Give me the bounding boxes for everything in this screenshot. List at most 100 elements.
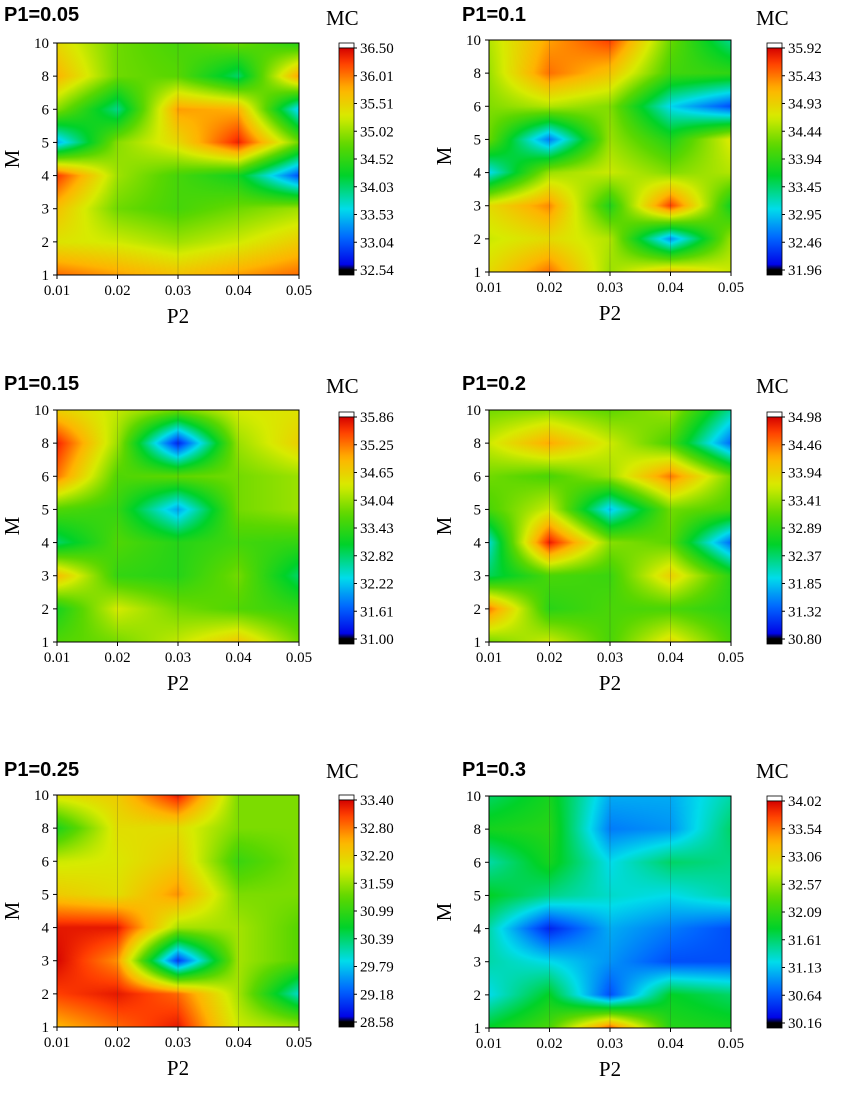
- y-tick-label: 10: [34, 36, 49, 52]
- y-tick-label: 3: [42, 954, 50, 970]
- panel-3: P1=0.15 0.01 0.02 0.03 0.04 0.05 1 2 3 4 5 6 8 10 P2 M 3…: [0, 373, 394, 695]
- colorbar-tick-label: 33.94: [788, 152, 822, 168]
- colorbar-tick-label: 32.54: [360, 263, 394, 279]
- x-tick-label: 0.04: [225, 283, 252, 299]
- x-tick-label: 0.04: [657, 280, 684, 296]
- x-tick-label: 0.04: [657, 650, 684, 666]
- y-tick-label: 8: [474, 822, 482, 838]
- contour-lines: [117, 410, 239, 642]
- y-axis-label: M: [432, 516, 456, 535]
- colorbar-tick-label: 32.82: [360, 549, 394, 565]
- y-tick-label: 1: [42, 635, 50, 651]
- colorbar-cap-top: [338, 794, 355, 801]
- x-tick-label: 0.02: [536, 1036, 562, 1052]
- y-tick-label: 4: [474, 166, 482, 182]
- colorbar-cap-bottom: [338, 638, 355, 645]
- y-tick-label: 8: [42, 69, 50, 85]
- y-tick-label: 3: [42, 569, 50, 585]
- contour-lines: [549, 40, 671, 272]
- panel-4: P1=0.2 0.01 0.02 0.03 0.04 0.05 1 2 3 4 5 6 8 10 P2 M 34…: [432, 373, 822, 695]
- x-tick-label: 0.02: [536, 650, 562, 666]
- colorbar-tick-label: 32.37: [788, 549, 822, 565]
- x-tick-label: 0.03: [165, 650, 191, 666]
- colorbar: [766, 47, 783, 271]
- colorbar-cap-top: [766, 411, 783, 418]
- y-axis-label: M: [432, 902, 456, 921]
- y-tick-label: 4: [474, 536, 482, 552]
- y-tick-label: 5: [474, 132, 482, 148]
- y-tick-label: 1: [474, 635, 482, 651]
- y-tick-label: 5: [474, 502, 482, 518]
- colorbar-tick-label: 30.99: [360, 904, 394, 920]
- heatmap-field: [57, 795, 299, 1027]
- colorbar-tick-label: 32.89: [788, 521, 822, 537]
- x-tick-label: 0.05: [286, 1035, 312, 1051]
- colorbar-cap-bottom: [766, 638, 783, 645]
- colorbar-title: MC: [756, 6, 789, 30]
- x-tick-label: 0.02: [536, 280, 562, 296]
- y-tick-label: 2: [474, 232, 482, 248]
- x-tick-label: 0.01: [44, 283, 70, 299]
- colorbar-tick-label: 34.52: [360, 152, 394, 168]
- y-tick-label: 1: [474, 1021, 482, 1037]
- y-tick-label: 10: [466, 789, 481, 805]
- panel-2: P1=0.1 0.01 0.02 0.03 0.04 0.05 1 2 3 4 5 6 8 10 P2 M 35…: [432, 4, 822, 325]
- x-tick-label: 0.01: [476, 1036, 502, 1052]
- colorbar-tick-label: 33.04: [360, 235, 394, 251]
- y-tick-label: 8: [474, 66, 482, 82]
- colorbar-tick-label: 34.03: [360, 180, 394, 196]
- y-tick-label: 8: [474, 436, 482, 452]
- colorbar-tick-label: 34.02: [788, 794, 822, 810]
- y-tick-label: 10: [466, 33, 481, 49]
- panel-title: P1=0.3: [462, 759, 526, 781]
- y-tick-label: 6: [474, 855, 482, 871]
- y-tick-label: 2: [474, 602, 482, 618]
- colorbar-tick-label: 28.58: [360, 1015, 394, 1031]
- colorbar-title: MC: [756, 759, 789, 783]
- colorbar-tick-label: 35.51: [360, 97, 394, 113]
- colorbar-cap-bottom: [338, 1021, 355, 1028]
- y-tick-label: 10: [34, 403, 49, 419]
- y-tick-label: 3: [474, 199, 482, 215]
- heatmap-field: [489, 40, 731, 272]
- colorbar-tick-label: 34.04: [360, 493, 394, 509]
- y-tick-label: 6: [42, 854, 50, 870]
- colorbar-tick-label: 33.54: [788, 822, 822, 838]
- colorbar-tick-label: 30.39: [360, 932, 394, 948]
- colorbar: [338, 47, 355, 271]
- colorbar-tick-label: 35.43: [788, 69, 822, 85]
- x-axis-label: P2: [167, 1056, 189, 1080]
- panel-title: P1=0.15: [4, 373, 79, 395]
- contour-lines: [549, 796, 671, 1028]
- y-tick-label: 4: [42, 536, 50, 552]
- colorbar-title: MC: [326, 759, 359, 783]
- y-tick-label: 4: [42, 169, 50, 185]
- x-tick-label: 0.04: [225, 1035, 252, 1051]
- colorbar: [766, 800, 783, 1024]
- y-tick-label: 2: [42, 235, 50, 251]
- y-tick-label: 2: [474, 988, 482, 1004]
- x-tick-label: 0.01: [44, 650, 70, 666]
- colorbar-tick-label: 32.20: [360, 849, 394, 865]
- colorbar-tick-label: 30.16: [788, 1016, 822, 1032]
- x-tick-label: 0.02: [104, 650, 130, 666]
- colorbar-tick-label: 34.93: [788, 97, 822, 113]
- colorbar-tick-label: 32.57: [788, 877, 822, 893]
- colorbar-tick-label: 34.98: [788, 410, 822, 426]
- panel-6: P1=0.3 0.01 0.02 0.03 0.04 0.05 1 2 3 4 5 6 8 10 P2 M 34…: [432, 759, 822, 1081]
- y-tick-label: 3: [42, 202, 50, 218]
- x-tick-label: 0.04: [657, 1036, 684, 1052]
- colorbar-tick-label: 30.64: [788, 988, 822, 1004]
- colorbar: [766, 416, 783, 640]
- y-tick-label: 5: [474, 888, 482, 904]
- colorbar-title: MC: [756, 374, 789, 398]
- colorbar-tick-label: 35.92: [788, 41, 822, 57]
- x-tick-label: 0.03: [165, 283, 191, 299]
- colorbar-tick-label: 33.40: [360, 793, 394, 809]
- colorbar-tick-label: 31.61: [788, 933, 822, 949]
- x-tick-label: 0.05: [286, 650, 312, 666]
- colorbar-tick-label: 32.80: [360, 821, 394, 837]
- x-tick-label: 0.03: [597, 1036, 623, 1052]
- colorbar-tick-label: 35.02: [360, 124, 394, 140]
